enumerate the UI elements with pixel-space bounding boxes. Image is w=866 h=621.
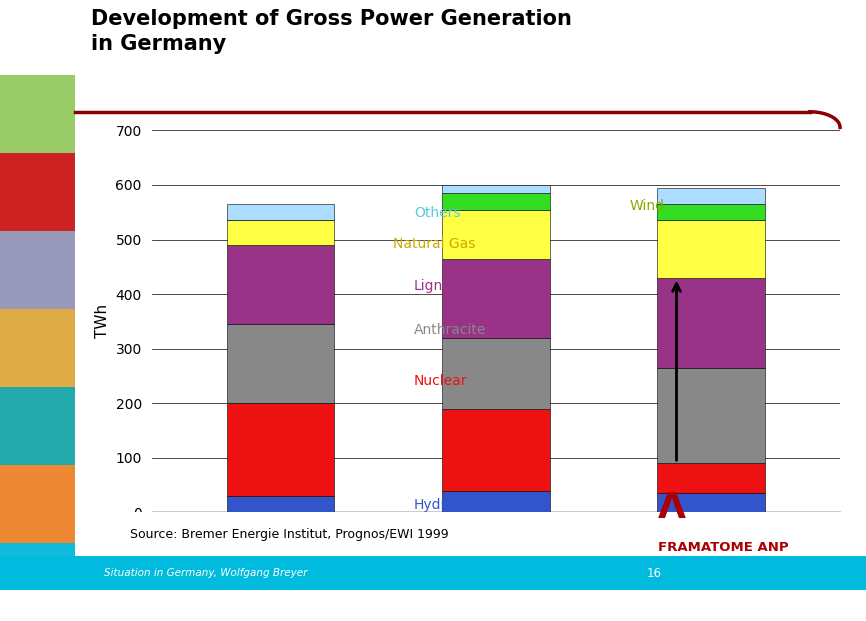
Text: Natural Gas: Natural Gas [392,237,475,251]
Bar [227,220,334,245]
Bar [442,258,550,338]
Text: Hydro: Hydro [414,497,456,512]
Bar [227,403,334,496]
Bar [442,338,550,409]
Bar [657,493,765,512]
Text: Development of Gross Power Generation
in Germany: Development of Gross Power Generation in… [91,9,572,54]
Text: Λ: Λ [658,491,686,525]
Bar [227,496,334,512]
Text: Wind: Wind [630,199,664,213]
Bar [657,188,765,204]
Text: Situation in Germany, Wolfgang Breyer: Situation in Germany, Wolfgang Breyer [104,568,307,578]
Bar [442,193,550,209]
Bar [442,209,550,258]
Text: FRAMATOME ANP: FRAMATOME ANP [658,541,789,554]
Bar [657,368,765,463]
Text: Nuclear: Nuclear [414,374,468,388]
Text: Source: Bremer Energie Institut, Prognos/EWI 1999: Source: Bremer Energie Institut, Prognos… [130,528,449,540]
Bar [657,463,765,493]
Text: 16: 16 [646,567,662,579]
Y-axis label: TWh: TWh [95,304,110,338]
Bar [227,324,334,403]
Bar [442,491,550,512]
Bar [227,245,334,324]
Text: Others: Others [414,206,461,220]
Bar [657,220,765,278]
Bar [227,204,334,220]
Bar [442,409,550,491]
Text: Anthracite: Anthracite [414,322,487,337]
Bar [657,278,765,368]
Bar [657,204,765,220]
Bar [442,185,550,193]
Text: Lignite: Lignite [414,279,462,293]
